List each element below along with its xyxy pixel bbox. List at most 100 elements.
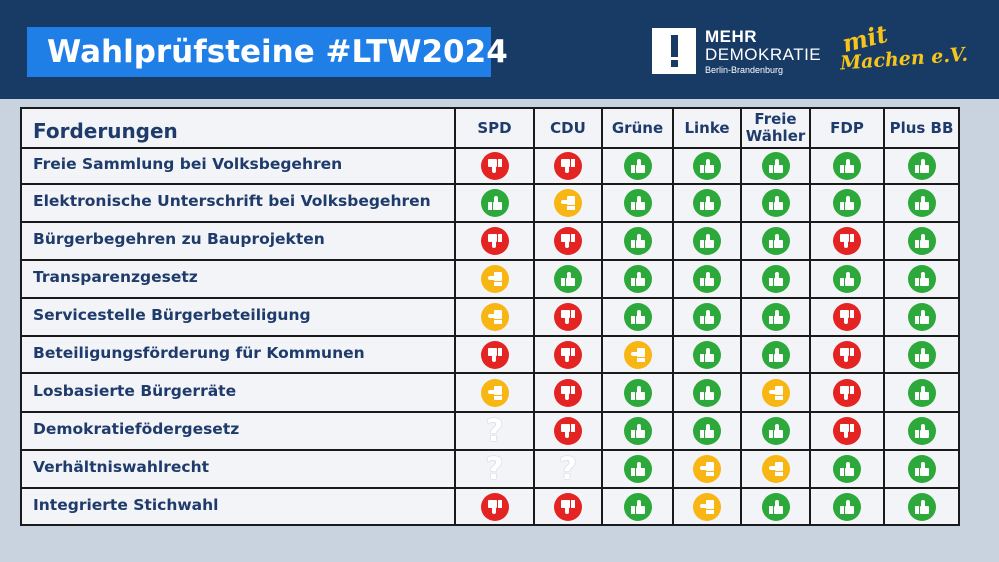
thumbs-up-icon: [907, 227, 936, 255]
row-divider: [22, 411, 958, 413]
thumbs-down-icon: [554, 492, 582, 521]
row-divider: [22, 372, 958, 374]
question-mark-icon: ?: [559, 451, 577, 487]
thumbs-up-icon: [907, 265, 936, 293]
thumbs-down-icon: [833, 303, 861, 331]
thumbs-down-icon: [554, 417, 582, 445]
thumbs-up-icon: [693, 340, 721, 369]
thumbs-up-icon: [623, 378, 652, 407]
thumbs-down-icon: [554, 152, 582, 180]
row-divider: [22, 487, 958, 489]
thumb-sideways-icon: [693, 492, 721, 521]
column-divider: [883, 109, 885, 524]
thumbs-up-icon: [693, 227, 721, 255]
mehr-demokratie-logo: MEHR DEMOKRATIE Berlin-Brandenburg: [652, 27, 832, 78]
thumbs-down-icon: [554, 340, 582, 369]
thumbs-up-icon: [833, 455, 861, 483]
demand-label: Integrierte Stichwahl: [33, 495, 219, 514]
thumbs-down-icon: [833, 417, 861, 445]
party-header: Freie Wähler: [745, 110, 806, 145]
row-divider: [22, 183, 958, 185]
demand-label: Transparenzgesetz: [33, 268, 198, 286]
column-divider: [809, 109, 811, 524]
thumbs-up-icon: [761, 303, 790, 331]
thumbs-up-icon: [907, 340, 936, 369]
thumbs-up-icon: [907, 455, 936, 483]
comparison-table: Forderungen SPD CDU Grüne Linke Freie Wähler…: [20, 107, 960, 526]
demand-label: Verhältniswahlrecht: [33, 458, 210, 476]
row-divider: [22, 221, 958, 223]
thumbs-up-icon: [907, 417, 936, 445]
party-header: SPD: [477, 118, 512, 137]
thumbs-up-icon: [623, 492, 652, 521]
demand-label: Elektronische Unterschrift bei Volksbege…: [33, 192, 431, 210]
thumb-sideways-icon: [623, 340, 652, 369]
thumbs-down-icon: [480, 340, 509, 369]
question-mark-icon: ?: [485, 451, 504, 487]
thumbs-up-icon: [693, 303, 721, 331]
thumb-sideways-icon: [480, 303, 509, 331]
row-divider: [22, 449, 958, 451]
demand-label: Bürgerbegehren zu Bauprojekten: [33, 230, 325, 248]
thumb-sideways-icon: [554, 189, 582, 217]
mitmachen-logo: mit Machen e.V.: [836, 19, 976, 80]
row-divider: [22, 259, 958, 261]
page-title: Wahlprüfsteine #LTW2024: [27, 27, 508, 77]
thumbs-up-icon: [907, 378, 936, 407]
thumb-sideways-icon: [761, 455, 790, 483]
thumbs-up-icon: [623, 152, 652, 180]
thumbs-up-icon: [761, 265, 790, 293]
thumb-sideways-icon: [480, 265, 509, 293]
thumbs-up-icon: [761, 417, 790, 445]
thumb-sideways-icon: [693, 455, 721, 483]
thumbs-up-icon: [907, 152, 936, 180]
question-mark-icon: ?: [485, 413, 504, 449]
thumbs-up-icon: [623, 455, 652, 483]
demand-label: Beteiligungsförderung für Kommunen: [33, 343, 365, 362]
thumb-sideways-icon: [761, 378, 790, 407]
thumbs-up-icon: [623, 303, 652, 331]
row-divider: [22, 335, 958, 337]
thumbs-down-icon: [833, 227, 861, 255]
demand-label: Demokratiefödergesetz: [33, 420, 240, 438]
column-divider: [740, 109, 742, 524]
exclamation-icon: [652, 28, 696, 74]
thumbs-up-icon: [833, 265, 861, 293]
thumbs-up-icon: [623, 417, 652, 445]
thumbs-up-icon: [761, 189, 790, 217]
thumbs-up-icon: [833, 152, 861, 180]
header-bar: Wahlprüfsteine #LTW2024 MEHR DEMOKRATIE …: [0, 0, 999, 99]
thumbs-down-icon: [480, 227, 509, 255]
thumbs-up-icon: [907, 303, 936, 331]
demand-label: Freie Sammlung bei Volksbegehren: [33, 155, 343, 173]
thumbs-down-icon: [554, 378, 582, 407]
thumbs-up-icon: [623, 189, 652, 217]
thumbs-down-icon: [554, 303, 582, 331]
thumbs-up-icon: [761, 340, 790, 369]
thumbs-down-icon: [480, 492, 509, 521]
thumbs-up-icon: [833, 492, 861, 521]
thumbs-down-icon: [480, 152, 509, 180]
logo-text-line3: Berlin-Brandenburg: [705, 65, 784, 75]
thumb-sideways-icon: [480, 378, 509, 407]
party-header: CDU: [550, 118, 586, 137]
party-header: Plus BB: [889, 118, 954, 137]
column-divider: [672, 109, 674, 524]
column-divider: [601, 109, 603, 524]
row-divider: [22, 147, 958, 149]
party-header: Linke: [684, 118, 730, 137]
thumbs-down-icon: [554, 227, 582, 255]
thumbs-up-icon: [693, 152, 721, 180]
party-header: FDP: [830, 118, 864, 137]
column-divider: [454, 109, 456, 524]
thumbs-up-icon: [761, 227, 790, 255]
thumbs-up-icon: [480, 189, 509, 217]
table-header-forderungen: Forderungen: [33, 119, 178, 143]
thumbs-up-icon: [907, 492, 936, 521]
column-divider: [533, 109, 535, 524]
demand-label: Servicestelle Bürgerbeteiligung: [33, 306, 311, 324]
party-header: Grüne: [611, 118, 664, 137]
thumbs-up-icon: [907, 189, 936, 217]
row-divider: [22, 297, 958, 299]
thumbs-up-icon: [761, 152, 790, 180]
